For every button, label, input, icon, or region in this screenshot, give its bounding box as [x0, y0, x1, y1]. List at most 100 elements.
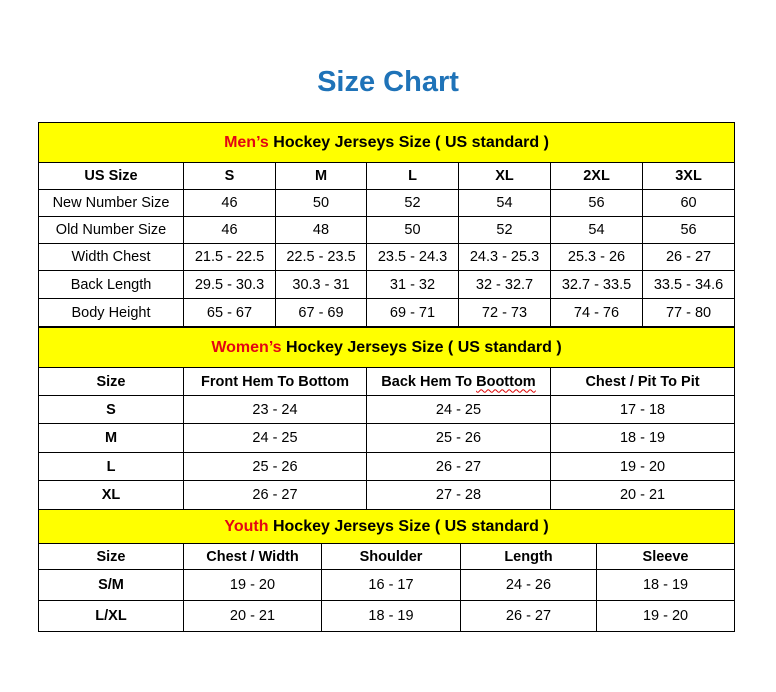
table-cell: 65 - 67	[183, 298, 276, 327]
column-header-label: Sleeve	[642, 548, 689, 565]
table-cell: 27 - 28	[366, 480, 551, 510]
table-cell: 16 - 17	[321, 569, 461, 601]
table-cell: 31 - 32	[366, 270, 459, 299]
women-section-header: Women’s Hockey Jerseys Size ( US standar…	[37, 327, 736, 368]
table-cell: 18 - 19	[321, 600, 461, 632]
table-cell: 26 - 27	[183, 480, 367, 510]
column-header-label: L	[408, 168, 417, 184]
table-cell: 20 - 21	[183, 600, 322, 632]
column-header: US Size	[38, 162, 184, 190]
youth-size-table: Youth Hockey Jerseys Size ( US standard …	[37, 509, 736, 632]
table-cell: 24.3 - 25.3	[458, 243, 551, 271]
column-header: S	[183, 162, 276, 190]
column-header: M	[275, 162, 367, 190]
table-row: XL 26 - 27 27 - 28 20 - 21	[38, 480, 736, 510]
mens-size-table: Men’s Hockey Jerseys Size ( US standard …	[37, 122, 736, 327]
row-label: S	[38, 395, 184, 424]
column-header: L	[366, 162, 459, 190]
column-header-label: US Size	[84, 168, 138, 184]
column-header-label: Back Hem To Boottom	[381, 373, 536, 390]
table-cell: 56	[641, 216, 736, 244]
column-header: Chest / Pit To Pit	[549, 367, 736, 396]
column-header: 3XL	[641, 162, 736, 190]
women-section-title: Women’s Hockey Jerseys Size ( US standar…	[37, 327, 736, 368]
table-cell: 19 - 20	[183, 569, 322, 601]
table-cell: 21.5 - 22.5	[183, 243, 276, 271]
column-header: Length	[460, 543, 597, 570]
row-label: New Number Size	[38, 189, 184, 217]
row-label: M	[38, 423, 184, 453]
table-cell: 32.7 - 33.5	[550, 270, 643, 299]
table-cell: 67 - 69	[275, 298, 367, 327]
table-cell: 33.5 - 34.6	[641, 270, 736, 299]
column-header-label: Chest / Pit To Pit	[585, 373, 700, 390]
table-cell: 54	[550, 216, 643, 244]
table-cell: 52	[458, 216, 551, 244]
men-section-title: Men’s Hockey Jerseys Size ( US standard …	[37, 122, 736, 163]
column-header: Size	[38, 543, 184, 570]
table-cell: 54	[458, 189, 551, 217]
section-title-highlight: Women’s	[211, 338, 282, 356]
table-cell: 18 - 19	[595, 569, 736, 601]
row-label: Back Length	[38, 270, 184, 299]
table-cell: 25 - 26	[366, 423, 551, 453]
column-header-label: 3XL	[675, 168, 702, 184]
table-cell: 24 - 25	[366, 395, 551, 424]
table-cell: 32 - 32.7	[458, 270, 551, 299]
table-cell: 48	[275, 216, 367, 244]
column-header-label: XL	[495, 168, 514, 184]
youth-section-title: Youth Hockey Jerseys Size ( US standard …	[37, 509, 736, 544]
table-row: Body Height 65 - 67 67 - 69 69 - 71 72 - 73 7…	[38, 298, 736, 327]
men-section-header: Men’s Hockey Jerseys Size ( US standard …	[37, 122, 736, 163]
column-header: XL	[458, 162, 551, 190]
table-cell: 52	[366, 189, 459, 217]
table-row: S/M 19 - 20 16 - 17 24 - 26 18 - 19	[38, 569, 736, 601]
row-label: XL	[38, 480, 184, 510]
spelling-error-underline: Boottom	[476, 373, 536, 390]
column-header-label: Shoulder	[359, 548, 423, 565]
table-cell: 46	[183, 216, 276, 244]
table-cell: 72 - 73	[458, 298, 551, 327]
column-header-label: 2XL	[583, 168, 610, 184]
table-cell: 20 - 21	[549, 480, 736, 510]
column-header-label: Front Hem To Bottom	[201, 373, 349, 390]
table-cell: 50	[275, 189, 367, 217]
column-header-row: Size Front Hem To Bottom Back Hem To Boott…	[38, 367, 736, 396]
table-cell: 17 - 18	[549, 395, 736, 424]
column-header-label: Size	[96, 373, 126, 390]
row-label: L/XL	[38, 600, 184, 632]
column-header: Sleeve	[595, 543, 736, 570]
row-label: Body Height	[38, 298, 184, 327]
column-header-label: M	[314, 168, 328, 184]
table-cell: 46	[183, 189, 276, 217]
section-title-text: Hockey Jerseys Size ( US standard )	[268, 517, 549, 535]
table-row: Width Chest 21.5 - 22.5 22.5 - 23.5 23.5 - …	[38, 243, 736, 271]
table-row: Back Length 29.5 - 30.3 30.3 - 31 31 - 32 32…	[38, 270, 736, 299]
table-cell: 24 - 25	[183, 423, 367, 453]
row-label: Old Number Size	[38, 216, 184, 244]
column-header: Shoulder	[321, 543, 461, 570]
section-title-text: Hockey Jerseys Size ( US standard )	[281, 338, 562, 356]
table-cell: 19 - 20	[595, 600, 736, 632]
column-header-label: Chest / Width	[206, 548, 299, 565]
column-header: Back Hem To Boottom	[366, 367, 551, 396]
table-cell: 19 - 20	[549, 452, 736, 481]
page-title: Size Chart	[317, 66, 459, 98]
table-cell: 30.3 - 31	[275, 270, 367, 299]
table-cell: 18 - 19	[549, 423, 736, 453]
column-header-label: S	[224, 168, 235, 184]
table-cell: 26 - 27	[641, 243, 736, 271]
table-cell: 60	[641, 189, 736, 217]
table-cell: 25 - 26	[183, 452, 367, 481]
column-header: Size	[38, 367, 184, 396]
section-title-highlight: Youth	[224, 517, 269, 535]
column-header-label: Length	[504, 548, 553, 565]
row-label: S/M	[38, 569, 184, 601]
table-cell: 23.5 - 24.3	[366, 243, 459, 271]
table-cell: 74 - 76	[550, 298, 643, 327]
table-row: M 24 - 25 25 - 26 18 - 19	[38, 423, 736, 453]
table-cell: 77 - 80	[641, 298, 736, 327]
table-row: Old Number Size 46 48 50 52 54 56	[38, 216, 736, 244]
table-cell: 69 - 71	[366, 298, 459, 327]
youth-section-header: Youth Hockey Jerseys Size ( US standard …	[37, 509, 736, 544]
